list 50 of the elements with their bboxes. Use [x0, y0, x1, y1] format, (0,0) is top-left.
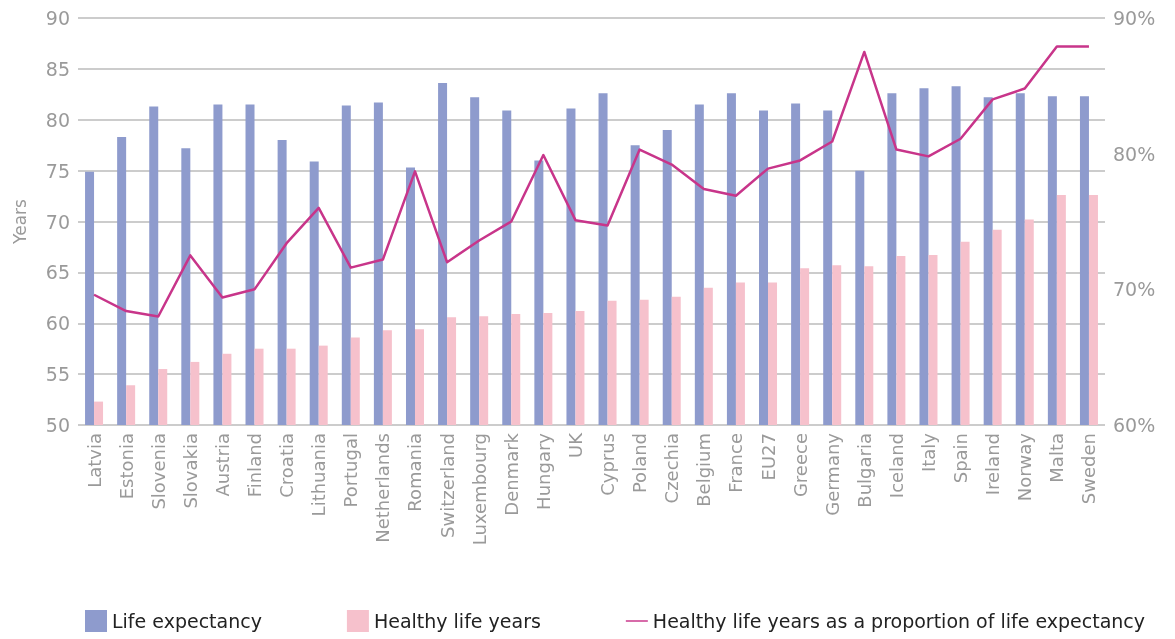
- x-tick-label: Portugal: [340, 433, 362, 508]
- y-tick-label: 75: [45, 159, 70, 182]
- x-tick-label: Ireland: [982, 433, 1004, 496]
- x-tick-label: Hungary: [532, 432, 554, 510]
- x-tick-label: Sweden: [1078, 433, 1100, 505]
- x-tick-label: France: [725, 433, 747, 493]
- y-tick-label: 80: [45, 108, 70, 131]
- x-tick-label: Norway: [1014, 432, 1036, 502]
- legend-label: Healthy life years as a proportion of life expectancy: [652, 610, 1146, 632]
- x-tick-label: Spain: [950, 433, 972, 484]
- x-tick-label: Germany: [821, 432, 843, 516]
- x-tick-label: Austria: [211, 433, 233, 497]
- y-tick-label: 65: [45, 261, 70, 284]
- x-tick-label: EU27: [757, 433, 779, 481]
- y2-tick-label: 80%: [1113, 142, 1156, 165]
- y-tick-label: 90: [45, 7, 70, 29]
- x-tick-label: Bulgaria: [853, 433, 875, 508]
- x-tick-label: Cyprus: [597, 433, 619, 496]
- x-tick-label: Estonia: [115, 433, 137, 500]
- x-tick-label: Malta: [1046, 433, 1068, 483]
- y-axis-title: Years: [9, 198, 30, 245]
- y2-tick-label: 90%: [1113, 7, 1156, 29]
- legend-label: Life expectancy: [112, 610, 262, 632]
- x-tick-label: Luxembourg: [468, 433, 490, 546]
- x-tick-label: Slovenia: [147, 433, 169, 510]
- y-tick-label: 60: [45, 312, 70, 335]
- x-tick-label: Denmark: [500, 432, 522, 516]
- x-tick-label: Finland: [244, 433, 266, 498]
- x-tick-label: Croatia: [276, 433, 298, 498]
- x-tick-label: Switzerland: [436, 433, 458, 538]
- x-tick-label: UK: [564, 431, 586, 458]
- y2-tick-label: 70%: [1113, 278, 1156, 301]
- y-tick-label: 85: [45, 57, 70, 80]
- x-tick-label: Iceland: [885, 433, 907, 499]
- x-tick-label: Greece: [789, 433, 811, 498]
- x-tick-label: Lithuania: [308, 433, 330, 517]
- x-tick-label: Netherlands: [372, 433, 394, 543]
- x-tick-label: Belgium: [693, 433, 715, 507]
- x-tick-label: Poland: [629, 433, 651, 494]
- y-tick-label: 55: [45, 363, 70, 386]
- legend-label: Healthy life years: [373, 610, 541, 632]
- x-tick-label: Italy: [917, 432, 939, 473]
- x-tick-label: Romania: [404, 433, 426, 512]
- line-series: [92, 45, 1091, 318]
- y2-tick-label: 60%: [1113, 414, 1156, 436]
- x-tick-label: Slovakia: [179, 433, 201, 509]
- y-tick-label: 50: [45, 414, 70, 436]
- x-tick-label: Czechia: [661, 433, 683, 504]
- x-tick-label: Latvia: [83, 433, 105, 488]
- y-tick-label: 70: [45, 210, 70, 233]
